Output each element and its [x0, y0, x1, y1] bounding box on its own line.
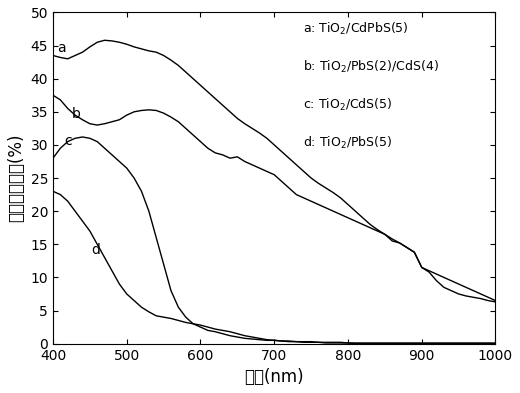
Text: b: b: [71, 107, 80, 121]
Text: a: TiO$_2$/CdPbS(5): a: TiO$_2$/CdPbS(5): [303, 21, 409, 37]
Text: b: TiO$_2$/PbS(2)/CdS(4): b: TiO$_2$/PbS(2)/CdS(4): [303, 59, 439, 75]
Text: a: a: [57, 41, 66, 55]
Text: c: c: [64, 134, 72, 148]
Text: c: TiO$_2$/CdS(5): c: TiO$_2$/CdS(5): [303, 97, 393, 113]
Text: d: TiO$_2$/PbS(5): d: TiO$_2$/PbS(5): [303, 135, 393, 151]
Y-axis label: 光电转化效率(%): 光电转化效率(%): [7, 134, 25, 222]
Text: d: d: [92, 243, 100, 257]
X-axis label: 波长(nm): 波长(nm): [244, 368, 304, 386]
